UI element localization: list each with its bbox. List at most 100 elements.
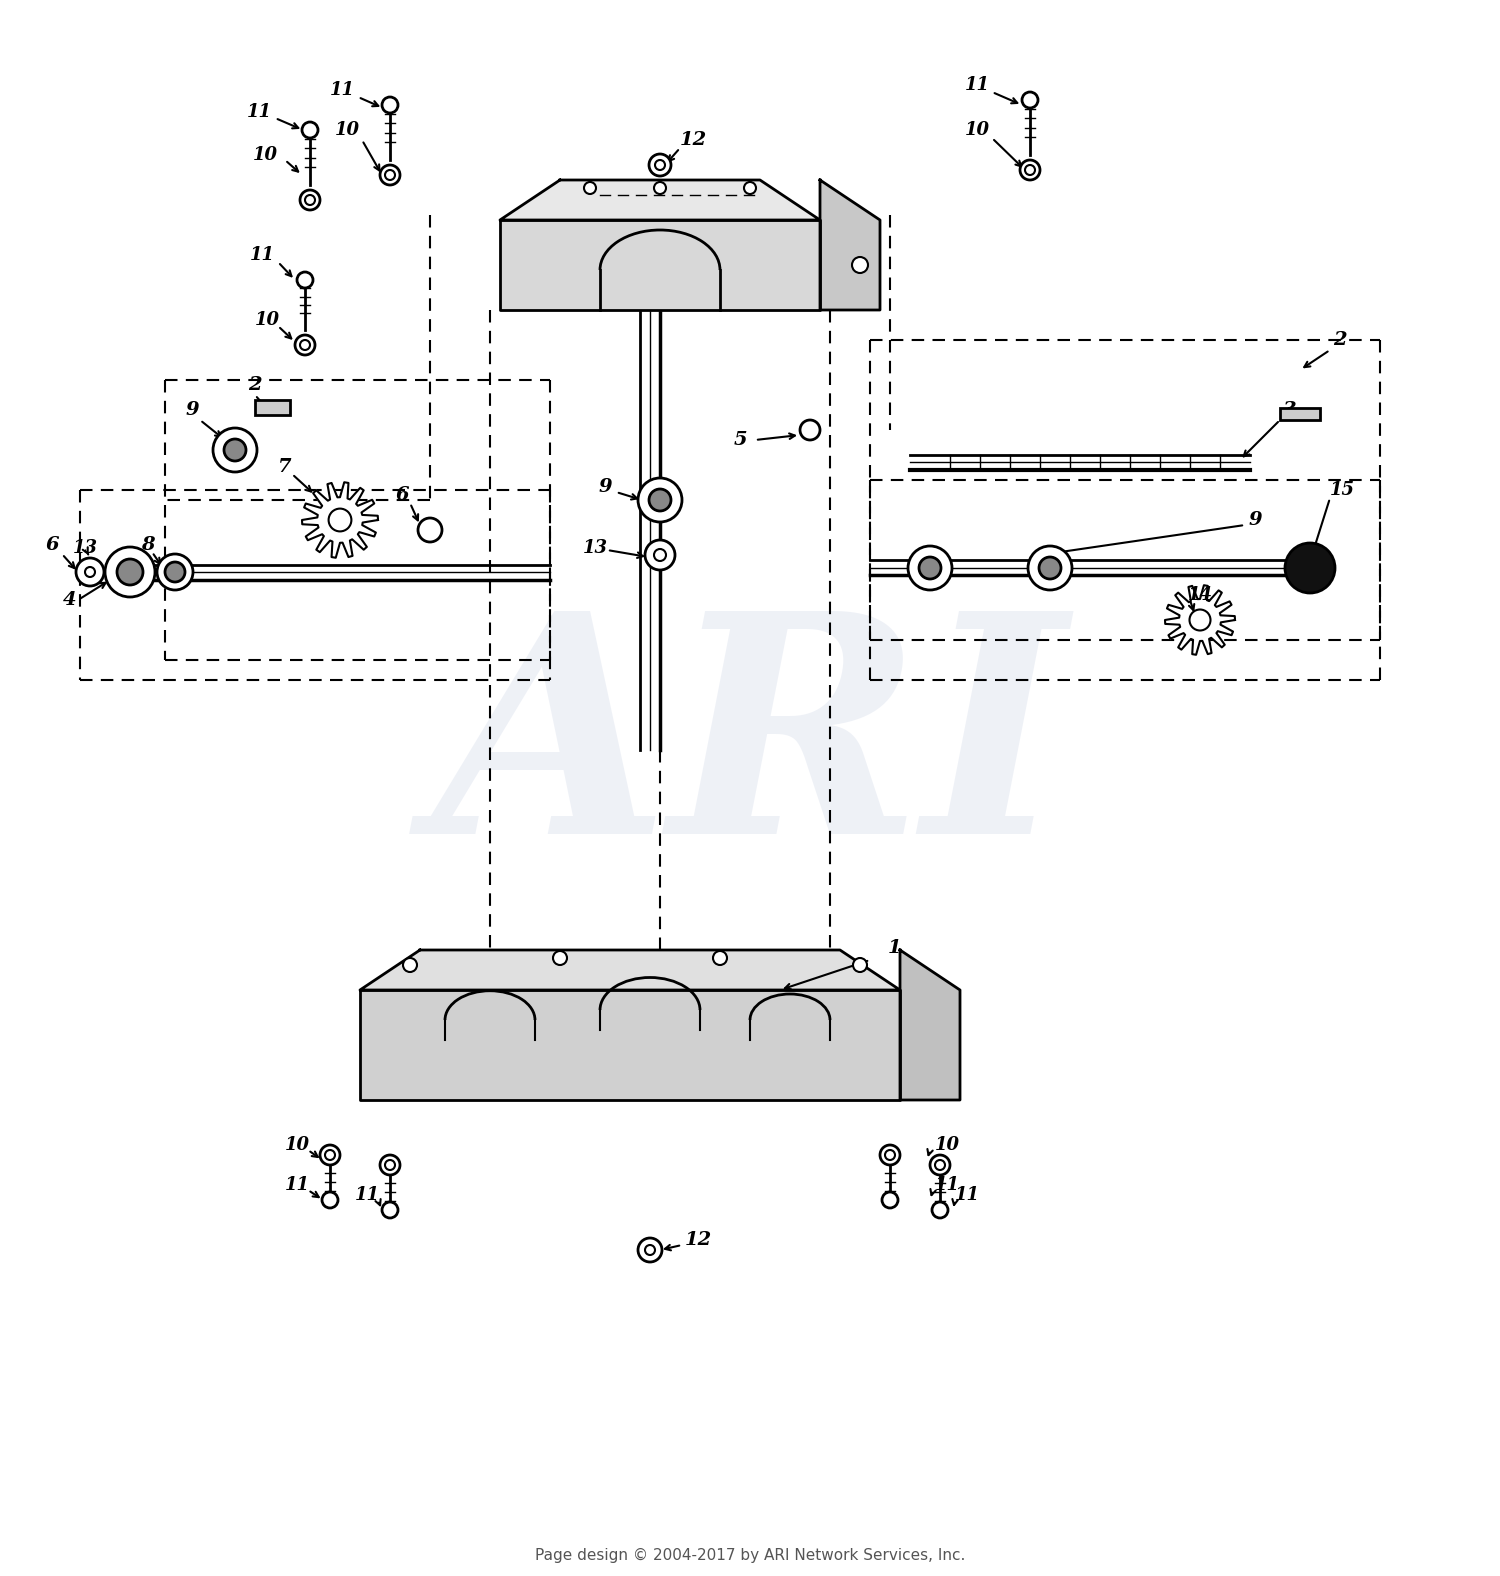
Circle shape	[300, 191, 320, 210]
Circle shape	[645, 541, 675, 571]
Text: 2: 2	[1334, 331, 1347, 348]
Circle shape	[1024, 165, 1035, 175]
Circle shape	[885, 1150, 896, 1160]
Bar	[255, 400, 290, 414]
Polygon shape	[900, 950, 960, 1100]
Text: 9: 9	[184, 400, 200, 419]
Text: 13: 13	[582, 539, 608, 556]
Text: 6: 6	[45, 536, 58, 555]
Polygon shape	[500, 221, 820, 310]
Circle shape	[932, 1202, 948, 1218]
Circle shape	[584, 181, 596, 194]
Circle shape	[213, 429, 256, 471]
Circle shape	[76, 558, 104, 586]
Circle shape	[322, 1191, 338, 1207]
Circle shape	[934, 1160, 945, 1169]
Circle shape	[882, 1191, 898, 1207]
Circle shape	[554, 950, 567, 965]
Polygon shape	[360, 950, 900, 990]
Text: ARI: ARI	[433, 602, 1066, 898]
Circle shape	[328, 509, 351, 531]
Text: 10: 10	[964, 121, 990, 139]
Text: 3: 3	[1282, 400, 1298, 419]
Circle shape	[654, 548, 666, 561]
Text: 11: 11	[330, 80, 356, 99]
Text: 4: 4	[63, 591, 76, 608]
Bar	[1280, 408, 1320, 419]
Text: 11: 11	[251, 246, 274, 265]
Circle shape	[158, 555, 194, 589]
Circle shape	[650, 489, 670, 511]
Circle shape	[656, 161, 664, 170]
Circle shape	[326, 1150, 334, 1160]
Text: 13: 13	[72, 539, 98, 556]
Text: 1: 1	[888, 939, 902, 957]
Circle shape	[302, 121, 318, 139]
Circle shape	[1028, 545, 1072, 589]
Circle shape	[654, 181, 666, 194]
Circle shape	[920, 556, 940, 578]
Circle shape	[380, 1155, 400, 1176]
Circle shape	[380, 165, 400, 184]
Text: 10: 10	[255, 310, 280, 329]
Text: 7: 7	[278, 459, 292, 476]
Circle shape	[930, 1155, 950, 1176]
Text: 10: 10	[254, 147, 278, 164]
Circle shape	[386, 170, 394, 180]
Circle shape	[852, 257, 868, 273]
Circle shape	[224, 440, 246, 462]
Circle shape	[105, 547, 154, 597]
Text: 2: 2	[248, 377, 262, 394]
Text: 11: 11	[356, 1187, 380, 1204]
Circle shape	[712, 950, 728, 965]
Circle shape	[404, 958, 417, 972]
Text: 11: 11	[956, 1187, 980, 1204]
Circle shape	[908, 545, 952, 589]
Circle shape	[645, 1245, 656, 1254]
Circle shape	[1022, 91, 1038, 109]
Circle shape	[638, 1239, 662, 1262]
Circle shape	[86, 567, 94, 577]
Circle shape	[382, 98, 398, 113]
Circle shape	[1020, 161, 1040, 180]
Text: 9: 9	[1248, 511, 1262, 530]
Text: 11: 11	[964, 76, 990, 95]
Text: 10: 10	[334, 121, 360, 139]
Text: 12: 12	[686, 1231, 712, 1250]
Text: Page design © 2004-2017 by ARI Network Services, Inc.: Page design © 2004-2017 by ARI Network S…	[536, 1548, 964, 1562]
Circle shape	[650, 154, 670, 177]
Circle shape	[117, 559, 142, 585]
Text: 5: 5	[734, 430, 747, 449]
Circle shape	[386, 1160, 394, 1169]
Text: 15: 15	[1330, 481, 1354, 500]
Circle shape	[1190, 610, 1210, 630]
Text: 11: 11	[285, 1176, 310, 1195]
Circle shape	[880, 1146, 900, 1165]
Text: 6: 6	[394, 485, 410, 504]
Text: 14: 14	[1188, 586, 1214, 604]
Text: 11: 11	[934, 1176, 960, 1195]
Polygon shape	[302, 482, 378, 558]
Polygon shape	[500, 180, 820, 221]
Circle shape	[320, 1146, 340, 1165]
Polygon shape	[821, 180, 880, 310]
Text: 8: 8	[141, 536, 154, 555]
Circle shape	[744, 181, 756, 194]
Circle shape	[165, 563, 184, 582]
Circle shape	[297, 273, 314, 288]
Text: 11: 11	[248, 102, 272, 121]
Circle shape	[853, 958, 867, 972]
Text: 9: 9	[598, 478, 612, 496]
Polygon shape	[1166, 585, 1234, 654]
Circle shape	[1040, 556, 1060, 578]
Circle shape	[638, 478, 682, 522]
Circle shape	[1286, 544, 1335, 593]
Polygon shape	[360, 990, 900, 1100]
Text: 10: 10	[934, 1136, 960, 1154]
Circle shape	[382, 1202, 398, 1218]
Circle shape	[300, 340, 310, 350]
Text: 12: 12	[680, 131, 708, 150]
Circle shape	[296, 336, 315, 355]
Circle shape	[419, 519, 442, 542]
Text: 10: 10	[285, 1136, 310, 1154]
